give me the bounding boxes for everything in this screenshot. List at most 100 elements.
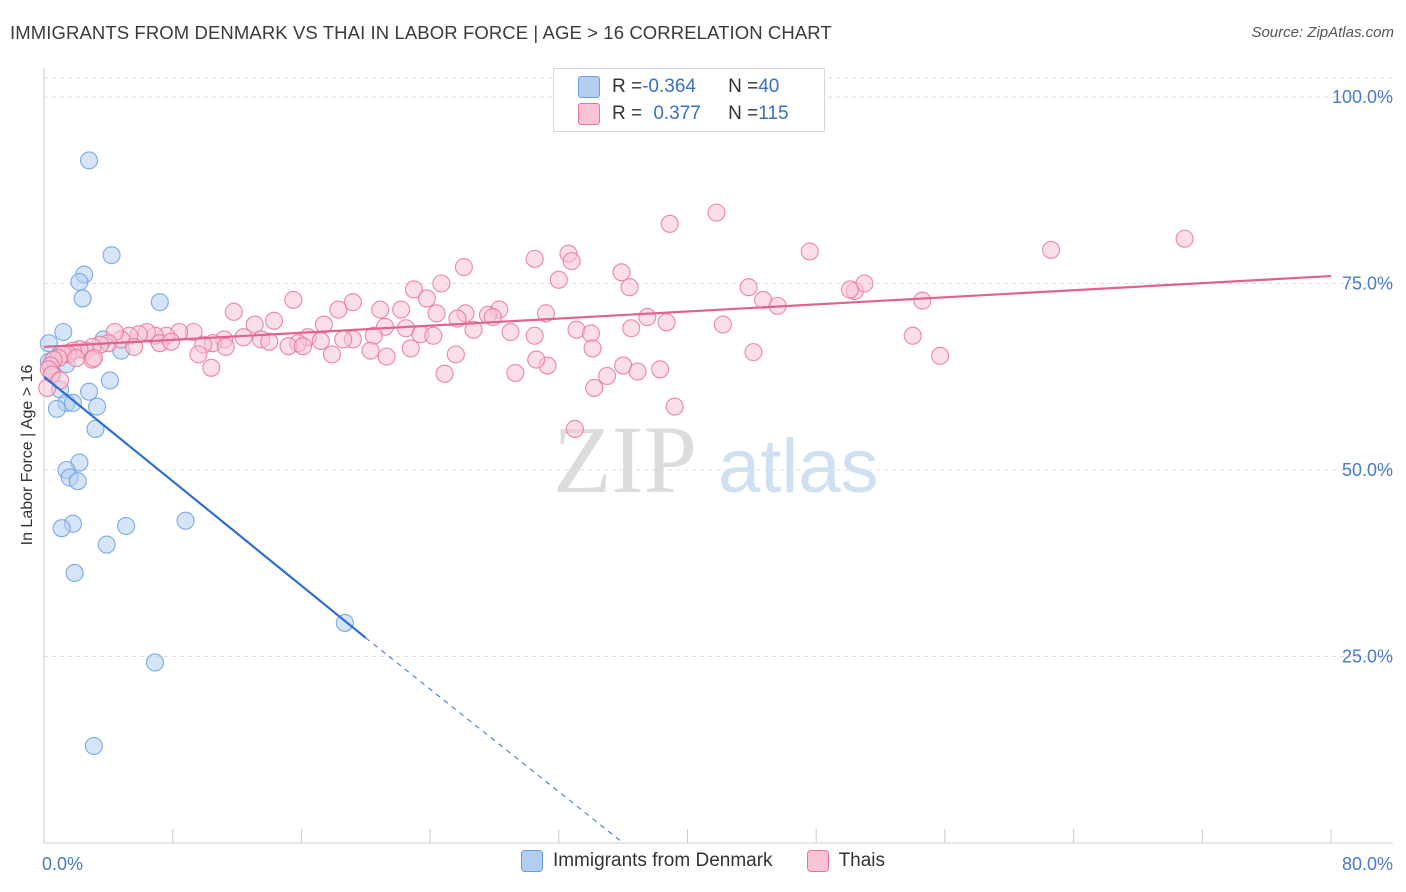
- point-thais: [525, 249, 544, 268]
- point-thais: [1042, 240, 1061, 259]
- point-denmark: [79, 382, 99, 401]
- legend-label-thais: Thais: [838, 850, 886, 871]
- point-thais: [565, 419, 584, 439]
- stats-row-denmark: R = -0.364 N = 40: [578, 74, 779, 100]
- chart-title: IMMIGRANTS FROM DENMARK VS THAI IN LABOR…: [10, 22, 832, 43]
- point-thais: [446, 345, 465, 364]
- point-denmark: [52, 519, 71, 538]
- legend: Immigrants from Denmark Thais: [0, 850, 1406, 872]
- trend-line-denmark: [43, 375, 367, 639]
- point-thais: [744, 343, 763, 362]
- point-denmark: [116, 516, 136, 536]
- point-denmark: [79, 151, 99, 170]
- x-tick-label: 0.0%: [42, 854, 83, 874]
- point-thais: [585, 378, 604, 397]
- point-thais: [427, 304, 446, 323]
- point-thais: [84, 349, 103, 368]
- point-thais: [536, 304, 555, 323]
- y-tick-label: 50.0%: [1342, 460, 1393, 480]
- stats-r-value: -0.364: [642, 76, 696, 97]
- point-thais: [417, 289, 436, 308]
- point-denmark: [176, 511, 195, 530]
- point-denmark: [88, 397, 107, 416]
- point-thais: [628, 362, 647, 381]
- point-thais: [581, 324, 601, 343]
- point-thais: [424, 326, 443, 345]
- x-tick-label: 80.0%: [1342, 854, 1393, 874]
- point-thais: [361, 341, 380, 360]
- point-thais: [913, 291, 932, 310]
- point-thais: [432, 274, 451, 293]
- point-thais: [371, 300, 390, 319]
- stats-swatch-denmark: [578, 76, 600, 98]
- points: [38, 151, 1194, 756]
- point-thais: [334, 330, 353, 349]
- trend-lines: [43, 274, 1332, 844]
- legend-item-thais[interactable]: Thais: [806, 850, 886, 872]
- point-denmark: [84, 736, 103, 756]
- point-thais: [840, 280, 860, 299]
- stats-n-label: N =: [728, 103, 759, 124]
- point-thais: [1175, 229, 1194, 248]
- legend-item-denmark[interactable]: Immigrants from Denmark: [520, 850, 773, 872]
- point-thais: [329, 300, 348, 319]
- point-thais: [404, 280, 424, 299]
- point-thais: [392, 300, 411, 319]
- point-thais: [612, 263, 631, 282]
- y-tick-label: 75.0%: [1342, 274, 1393, 294]
- point-denmark: [86, 419, 105, 439]
- point-thais: [454, 258, 473, 277]
- point-denmark: [97, 535, 116, 554]
- point-denmark: [54, 322, 73, 342]
- point-thais: [51, 371, 70, 390]
- legend-swatch-denmark: [520, 850, 543, 872]
- point-denmark: [70, 272, 89, 292]
- point-thais: [506, 363, 525, 383]
- point-thais: [245, 315, 264, 334]
- point-thais: [620, 278, 639, 297]
- point-thais: [501, 322, 520, 342]
- point-thais: [377, 347, 396, 366]
- point-thais: [660, 214, 679, 233]
- stats-n-label: N =: [728, 76, 759, 97]
- point-thais: [343, 293, 362, 312]
- tick-labels: 25.0% 50.0% 75.0% 100.0% 0.0% 80.0%: [42, 87, 1393, 874]
- point-thais: [265, 311, 284, 330]
- trend-line-denmark-extension: [365, 637, 624, 844]
- point-thais: [549, 270, 568, 289]
- stats-r-value: 0.377: [653, 103, 701, 124]
- point-thais: [665, 397, 684, 416]
- point-thais: [657, 313, 676, 332]
- source-credit: Source: ZipAtlas.com: [1251, 24, 1394, 41]
- y-tick-label: 100.0%: [1332, 87, 1393, 107]
- point-thais: [903, 326, 922, 345]
- stats-n-value: 40: [758, 76, 780, 97]
- point-thais: [638, 308, 657, 327]
- legend-label-denmark: Immigrants from Denmark: [552, 850, 773, 871]
- y-axis-label: In Labor Force | Age > 16: [19, 364, 36, 546]
- point-denmark: [63, 393, 83, 412]
- point-thais: [713, 315, 732, 334]
- point-thais: [401, 339, 420, 358]
- point-denmark: [102, 246, 121, 265]
- stats-row-thais: R = 0.377 N = 115: [578, 101, 789, 127]
- point-thais: [189, 345, 208, 364]
- stats-r-label: R =: [612, 76, 643, 97]
- trend-line-thais: [43, 274, 1332, 349]
- watermark-atlas: atlas: [718, 424, 879, 509]
- axes: [43, 68, 1393, 844]
- point-thais: [739, 278, 758, 297]
- point-thais: [202, 358, 221, 377]
- point-thais: [562, 252, 581, 271]
- point-thais: [464, 320, 483, 339]
- point-thais: [260, 332, 279, 351]
- point-thais: [583, 339, 602, 358]
- legend-swatch-thais: [806, 850, 829, 872]
- point-denmark: [47, 399, 66, 418]
- point-thais: [224, 302, 243, 321]
- point-thais: [527, 350, 546, 369]
- point-thais: [216, 337, 235, 356]
- point-thais: [284, 290, 303, 309]
- point-thais: [800, 242, 819, 261]
